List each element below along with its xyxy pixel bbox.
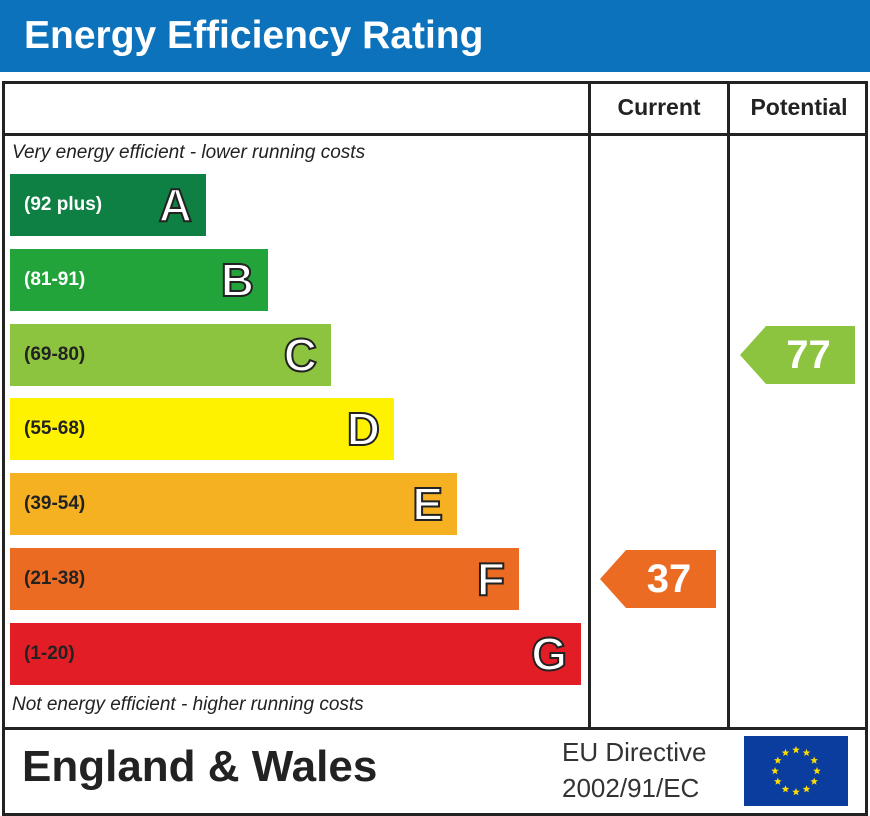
band-letter: F [476, 552, 506, 606]
flag-star [774, 756, 782, 764]
band-range-label: (39-54) [24, 493, 86, 515]
flag-star [810, 777, 818, 785]
top-note: Very energy efficient - lower running co… [12, 142, 366, 163]
bottom-note: Not energy efficient - higher running co… [12, 694, 364, 715]
potential-column-divider [727, 81, 730, 730]
eu-directive-line2: 2002/91/EC [562, 773, 700, 803]
band-d: (55-68) D [10, 398, 394, 461]
current-column-header: Current [617, 94, 701, 120]
potential-rating-value: 77 [786, 332, 831, 377]
flag-star [771, 767, 779, 775]
band-range-label: (1-20) [24, 642, 75, 664]
flag-star [813, 767, 821, 775]
band-range-label: (21-38) [24, 568, 86, 589]
potential-arrow-shape [740, 325, 855, 384]
flag-star [781, 748, 790, 757]
header-bar: Energy Efficiency Rating [0, 0, 870, 72]
band-letter: A [158, 178, 193, 232]
band-range-label: (92 plus) [24, 194, 103, 215]
band-letter: G [530, 627, 568, 681]
potential-column-header: Potential [750, 94, 848, 120]
current-rating-arrow: 37 [600, 550, 716, 608]
flag-star [774, 777, 782, 785]
eu-flag-icon [744, 736, 848, 806]
band-f: (21-38) F [10, 548, 519, 610]
flag-star [810, 756, 818, 764]
band-e: (39-54) E [10, 473, 457, 536]
band-range-label: (55-68) [24, 418, 86, 440]
band-letter: D [346, 402, 381, 456]
eu-directive-line1: EU Directive [562, 737, 707, 767]
footer-frame [2, 730, 868, 816]
flag-star [802, 785, 811, 793]
flag-star [802, 748, 811, 757]
flag-star [792, 788, 800, 796]
current-column-divider [588, 81, 591, 730]
band-range-label: (81-91) [24, 268, 86, 290]
band-letter: C [283, 328, 318, 382]
band-g: (1-20) G [10, 622, 581, 685]
band-letter: B [220, 253, 255, 307]
chart-title: Energy Efficiency Rating [24, 14, 484, 57]
flag-star [792, 746, 800, 754]
current-arrow-shape [600, 550, 716, 608]
footer-region: England & Wales [22, 742, 378, 791]
band-a: (92 plus) A [10, 174, 206, 236]
header-row-divider [2, 133, 868, 136]
band-b: (81-91) B [10, 248, 268, 311]
band-letter: E [411, 477, 444, 531]
flag-star [781, 785, 790, 793]
band-range-label: (69-80) [24, 343, 86, 365]
band-c: (69-80) C [10, 323, 331, 386]
current-rating-value: 37 [646, 557, 692, 601]
potential-rating-arrow: 77 [740, 325, 855, 384]
